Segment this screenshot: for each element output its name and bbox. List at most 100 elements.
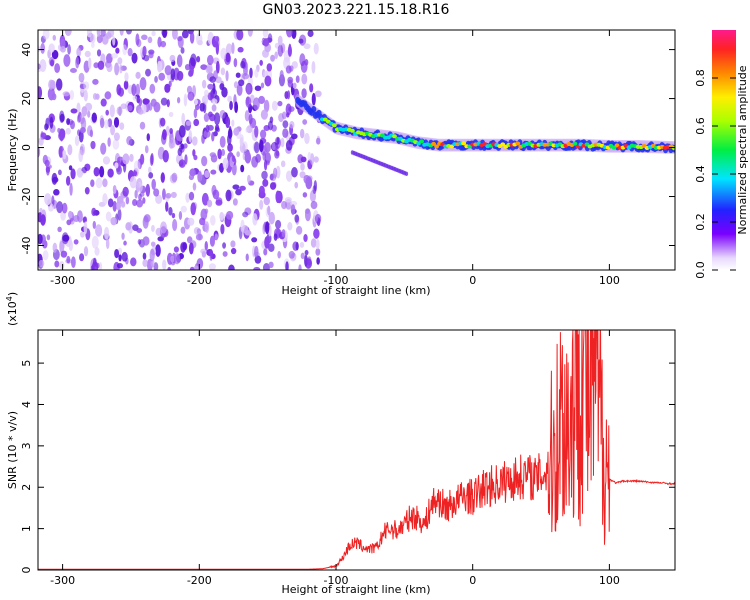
noise-blob [143,214,151,223]
noise-blob [258,139,264,153]
noise-blob [294,181,299,189]
snr-ytick-label: 1 [20,525,33,532]
noise-blob [233,57,238,68]
noise-blob [183,93,188,107]
noise-blob [190,202,197,216]
noise-blob [279,70,284,80]
noise-blob [123,80,129,90]
noise-blob [185,120,192,126]
snr-ytick-label: 3 [20,442,33,449]
noise-blob [38,86,43,100]
noise-blob [219,211,225,221]
noise-blob [285,170,293,182]
noise-blob [135,181,143,193]
noise-blob [252,213,258,226]
noise-blob [113,117,120,128]
noise-blob [150,259,155,268]
snr-xtick-label: 100 [599,574,620,587]
noise-blob [102,193,108,206]
noise-blob [180,143,184,150]
noise-blob [254,85,262,92]
noise-blob [155,244,161,257]
noise-blob [263,248,268,256]
noise-blob [54,63,61,74]
noise-blob [66,219,72,226]
ridge-hot [331,123,337,128]
noise-blob [44,193,52,206]
noise-blob [107,30,115,38]
noise-blob [304,258,313,269]
noise-blob [135,83,141,97]
colorbar-tick-label: 0.4 [694,165,707,183]
noise-blob [42,30,50,40]
noise-blob [162,188,166,200]
noise-blob [314,90,322,98]
noise-blob [142,45,147,57]
noise-blob [73,239,79,245]
spectrogram-ytick-label: -20 [20,188,33,206]
noise-blob [76,102,81,113]
spectrogram-xtick-label: -100 [324,274,349,287]
noise-blob [239,185,246,191]
colorbar: 0.0 0.2 0.4 0.6 0.8 Normalized spectral ampl… [694,30,749,279]
noise-blob [76,47,82,58]
noise-blob [271,100,278,111]
noise-blob [114,162,119,169]
noise-blob [124,72,129,82]
noise-blob [92,220,96,229]
noise-blob [277,100,283,107]
ridge-core [311,105,317,113]
snr-scale-open: (x10 [6,301,19,326]
noise-blob [240,60,246,69]
noise-blob [45,117,50,130]
noise-blob [170,191,177,198]
noise-blob [117,57,123,65]
noise-blob [145,68,151,77]
noise-blob [277,35,283,46]
noise-blob [57,169,62,176]
noise-blob [300,252,305,259]
noise-blob [215,60,220,74]
noise-blob [103,226,110,240]
snr-xtick-label: 0 [469,574,476,587]
noise-blob [164,65,172,76]
noise-blob [291,167,298,178]
noise-blob [96,49,102,57]
snr-plot: -300 -200 -100 0 100 0 1 2 3 4 5 Height of straigh… [5,292,676,596]
noise-blob [285,261,289,270]
noise-blob [119,30,124,36]
noise-blob [203,94,209,105]
noise-blob [191,136,198,146]
noise-blob [80,117,87,131]
noise-blob [264,75,272,87]
noise-blob [204,208,209,214]
noise-blob [313,156,319,163]
noise-blob [65,175,71,186]
noise-blob [204,240,208,251]
noise-blob [240,219,245,233]
noise-blob [122,186,129,197]
noise-blob [56,201,64,214]
noise-blob [253,141,260,154]
noise-blob [189,64,194,77]
noise-blob [313,228,320,239]
noise-blob [231,155,236,163]
noise-blob [274,150,280,159]
noise-blob [135,71,141,79]
noise-blob [91,207,97,217]
spectrogram-frame [37,29,676,271]
noise-blob [229,100,233,111]
noise-blob [164,83,171,93]
ridge-hot [392,134,397,139]
noise-blob [67,210,73,219]
noise-blob [274,51,278,60]
noise-blob [246,83,251,95]
noise-blob [136,227,143,233]
noise-blob [83,221,88,235]
ridge-hot [419,139,424,144]
noise-blob [285,140,293,151]
noise-blob [176,54,183,68]
noise-blob [168,206,173,216]
noise-blob [39,59,47,73]
